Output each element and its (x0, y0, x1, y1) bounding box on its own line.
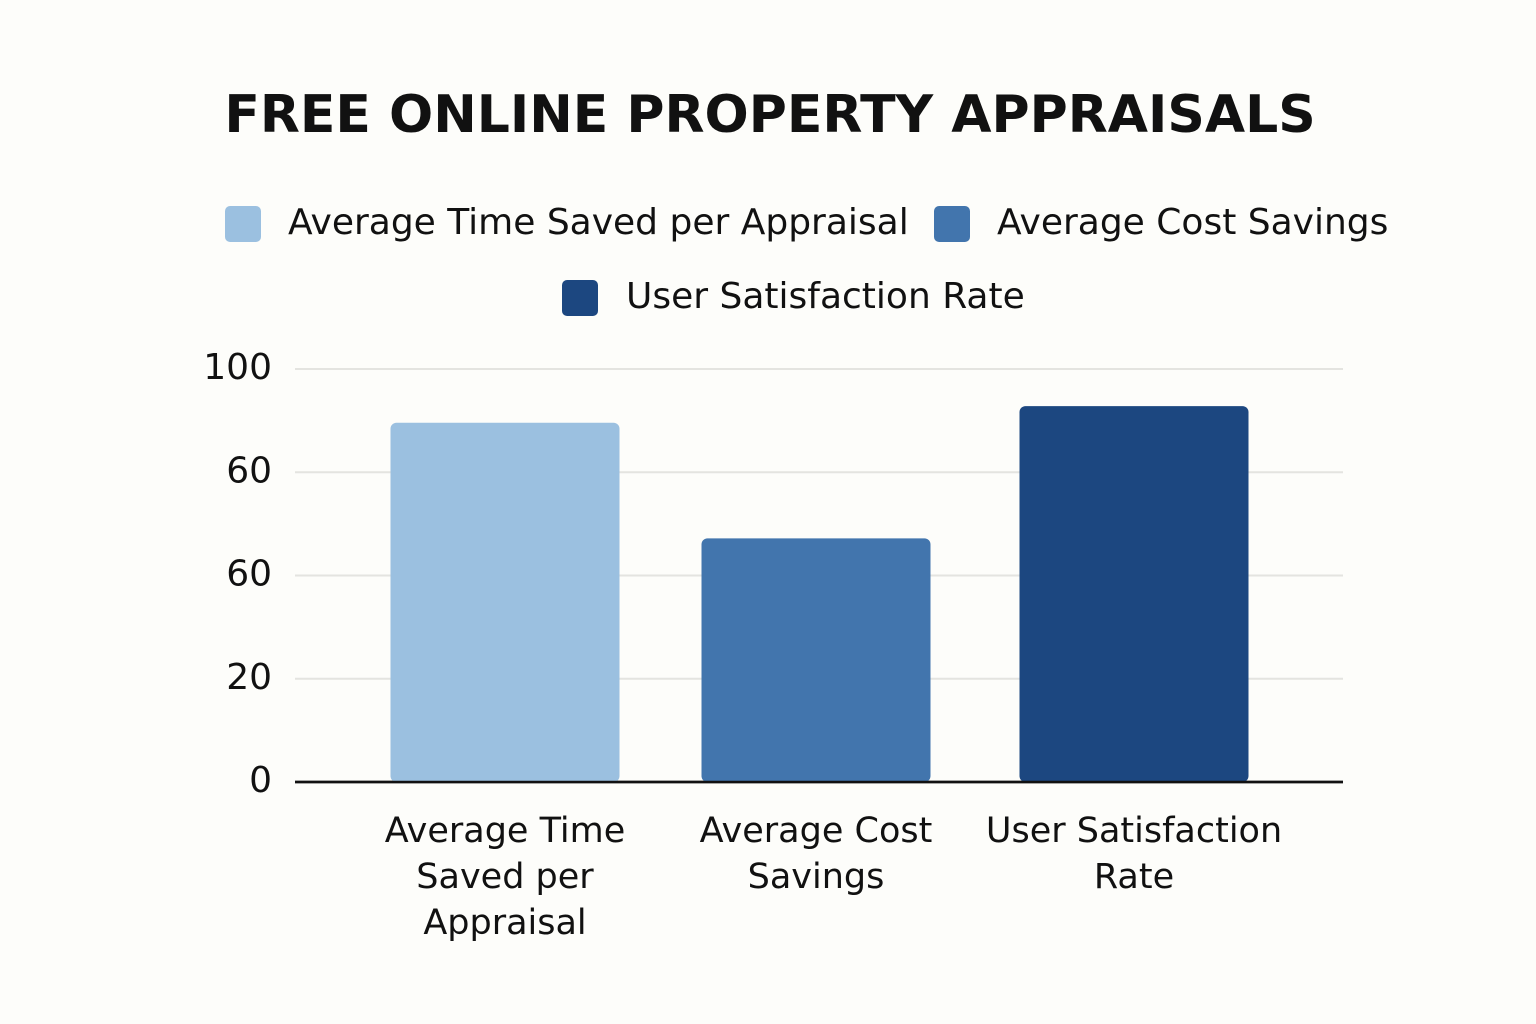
legend-swatch (225, 206, 261, 242)
legend-label: Average Time Saved per Appraisal (288, 202, 909, 243)
y-tick-label: 60 (226, 450, 272, 491)
bar (701, 538, 931, 782)
legend-swatch (562, 280, 598, 316)
legend-swatch (934, 206, 970, 242)
x-tick-label: Average Time Saved per Appraisal (384, 811, 626, 943)
bar (390, 422, 620, 782)
x-tick-label: Average Cost Savings (699, 811, 933, 897)
x-tick-label: User Satisfaction Rate (985, 811, 1283, 897)
bar (1019, 406, 1249, 782)
y-tick-label: 60 (226, 554, 272, 595)
legend-label: Average Cost Savings (997, 202, 1388, 243)
y-tick-label: 100 (203, 347, 272, 388)
y-tick-label: 0 (249, 760, 272, 801)
chart-title: FREE ONLINE PROPERTY APPRAISALS (224, 85, 1315, 145)
y-tick-label: 20 (226, 657, 272, 698)
legend-label: User Satisfaction Rate (626, 276, 1025, 317)
